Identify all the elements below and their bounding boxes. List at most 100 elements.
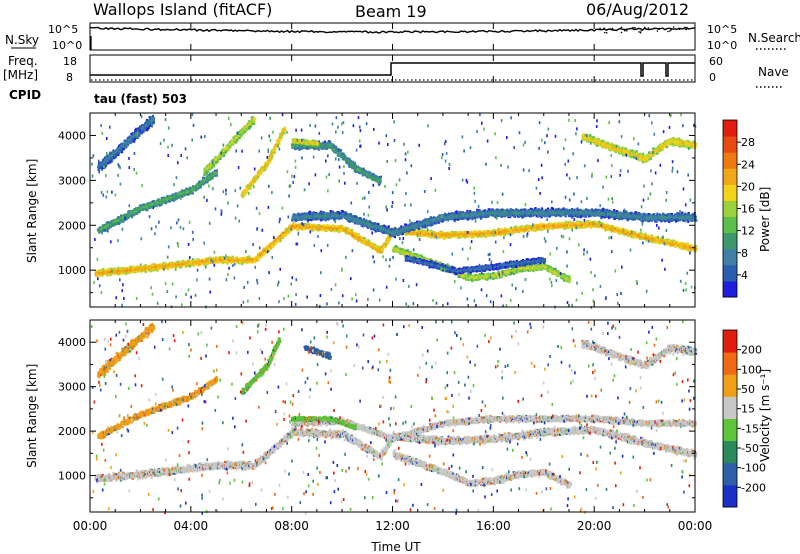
- nsearch-point: [667, 30, 669, 33]
- nsearch-point: [639, 31, 642, 34]
- power-cell: [354, 232, 357, 235]
- power-cell: [183, 264, 186, 267]
- cpid-label: CPID: [9, 88, 41, 102]
- power-cell: [101, 274, 104, 277]
- nsearch-point: [605, 32, 608, 34]
- power-cell: [114, 268, 117, 271]
- power-cell: [97, 273, 100, 276]
- power-cell: [121, 272, 125, 275]
- nsearch-point: [653, 27, 655, 29]
- power-cell: [101, 272, 105, 275]
- power-cell: [144, 264, 147, 267]
- power-cell: [129, 265, 133, 268]
- power-cell: [174, 261, 177, 264]
- power-cell: [99, 270, 102, 273]
- nsky-line: [89, 26, 696, 34]
- nsearch-point: [620, 31, 623, 34]
- nsearch-point: [670, 29, 672, 31]
- power-cell: [174, 266, 177, 269]
- power-cell: [136, 265, 139, 268]
- power-cell: [111, 268, 114, 271]
- nsearch-point: [636, 28, 638, 30]
- power-cell: [156, 269, 159, 272]
- power-cell: [136, 270, 139, 273]
- power-cell: [124, 272, 127, 276]
- nsearch-point: [603, 31, 606, 34]
- power-cell: [127, 271, 130, 274]
- power-cell: [125, 271, 128, 274]
- power-cell: [279, 240, 282, 243]
- power-cell: [134, 270, 137, 273]
- nsearch-point: [638, 31, 640, 33]
- beam-title: Beam 19: [355, 2, 427, 21]
- date-title: 06/Aug/2012: [586, 0, 689, 19]
- power-cell: [102, 267, 105, 271]
- power-cell: [152, 269, 155, 272]
- power-heatmap: [91, 113, 698, 309]
- freq-label: Freq.: [8, 54, 38, 68]
- power-cell: [180, 265, 183, 269]
- power-cell: [149, 270, 152, 273]
- nsky-label: N.Sky: [5, 33, 39, 47]
- power-cell: [154, 264, 157, 267]
- nsearch-point: [644, 26, 646, 29]
- power-cell: [248, 255, 251, 258]
- power-cell: [503, 233, 506, 237]
- power-cell: [106, 274, 109, 277]
- power-cell: [145, 269, 148, 272]
- nsearch-point: [647, 27, 650, 29]
- freq-tick-bottom: 8: [66, 71, 73, 84]
- nsearch-point: [611, 27, 614, 30]
- power-cell: [123, 269, 126, 273]
- nsearch-tick-bottom: 10^0: [707, 39, 737, 52]
- power-cell: [150, 264, 153, 267]
- station-title: Wallops Island (fitACF): [93, 0, 272, 19]
- nsky-tick-bottom: 10^0: [52, 39, 82, 52]
- power-cell: [119, 272, 122, 275]
- freq-tick-top: 18: [63, 55, 77, 68]
- power-cell: [381, 251, 384, 254]
- freq-trace: [90, 62, 695, 77]
- power-cell: [131, 269, 134, 272]
- power-cell: [368, 240, 371, 243]
- nsearch-point: [669, 30, 671, 32]
- power-cell: [171, 261, 174, 264]
- power-cell: [159, 266, 162, 270]
- nsky-trace: [89, 26, 696, 50]
- power-cell: [173, 265, 176, 269]
- nsearch-point: [626, 29, 628, 32]
- cpid-value: tau (fast) 503: [94, 92, 187, 106]
- power-cell: [100, 269, 103, 272]
- power-cell: [162, 261, 165, 265]
- nsearch-point: [672, 26, 675, 28]
- power-cell: [158, 267, 161, 270]
- power-cell: [109, 273, 112, 276]
- power-cell: [515, 225, 518, 229]
- power-cell: [152, 264, 155, 267]
- nsearch-point: [624, 29, 626, 32]
- nsearch-point: [620, 26, 623, 29]
- power-cell: [109, 270, 112, 273]
- power-cell: [158, 264, 161, 267]
- nave-tick-bottom: 0: [709, 71, 716, 84]
- nsearch-point: [599, 27, 601, 30]
- power-cell: [177, 260, 180, 263]
- nsearch-point: [634, 26, 636, 29]
- power-cell: [98, 274, 101, 277]
- nsearch-label: N.Search: [748, 31, 800, 45]
- power-cell: [184, 265, 187, 268]
- power-cell: [140, 270, 143, 273]
- power-cell: [123, 267, 126, 270]
- nave-tick-top: 60: [709, 55, 723, 68]
- power-cell: [144, 271, 147, 274]
- nsearch-point: [632, 26, 634, 29]
- power-cell: [363, 237, 366, 240]
- power-cell: [176, 261, 179, 264]
- power-cell: [129, 266, 132, 269]
- power-cell: [160, 263, 163, 266]
- power-cell: [153, 263, 156, 266]
- power-cell: [133, 271, 136, 274]
- power-cell: [131, 266, 134, 269]
- power-cell: [231, 255, 234, 258]
